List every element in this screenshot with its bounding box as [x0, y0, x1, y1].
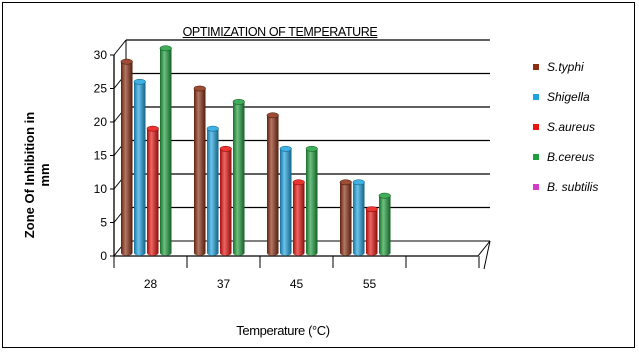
x-axis-label: Temperature (°C) — [236, 323, 330, 338]
bar-shigella — [207, 128, 219, 256]
x-tick-label: 28 — [144, 277, 158, 291]
chart-title: OPTIMIZATION OF TEMPERATURE — [182, 25, 378, 39]
bar-top — [292, 179, 305, 186]
bar-top — [305, 145, 318, 152]
chart-frame: 0 5 10 15 20 25 30 28 37 45 55 OPTIMIZATION OF TEM… — [2, 2, 635, 348]
bar-top — [266, 112, 279, 119]
bar-b-cereus — [233, 101, 245, 256]
bar-s-aureus — [293, 182, 305, 256]
bar-top — [120, 58, 133, 65]
bar-top — [159, 45, 172, 52]
bar-s-aureus — [147, 128, 159, 256]
y-tick-label: 25 — [94, 82, 108, 96]
y-tick-label: 20 — [94, 115, 108, 129]
bar-top — [378, 192, 391, 199]
x-tick-label: 37 — [217, 277, 231, 291]
bar-b-cereus — [160, 48, 172, 256]
bar-top — [206, 125, 219, 132]
bar-top — [365, 206, 378, 212]
side-wall-line — [113, 39, 127, 56]
legend-swatch — [533, 124, 539, 130]
bar-shigella — [280, 148, 292, 256]
bar-top — [339, 179, 352, 186]
x-tick-label: 45 — [290, 277, 304, 291]
y-tick-label: 0 — [100, 249, 107, 263]
bar-top — [146, 125, 159, 132]
bar-s-aureus — [220, 148, 232, 256]
legend-label: S.typhi — [547, 60, 584, 74]
y-tick-label: 10 — [94, 182, 108, 196]
floor-corner-tick — [483, 240, 491, 270]
y-tick-label: 30 — [94, 48, 108, 62]
bar-top — [352, 179, 365, 186]
x-tick-label: 55 — [363, 277, 377, 291]
bar-s-aureus — [366, 209, 378, 256]
chart-plot: 0 5 10 15 20 25 30 28 37 45 55 — [94, 39, 491, 291]
bar-s-typhi — [194, 88, 206, 256]
legend-swatch — [533, 184, 539, 190]
legend-item: S.aureus — [533, 120, 595, 134]
legend-swatch — [533, 94, 539, 100]
legend-label: Shigella — [547, 90, 590, 104]
y-tick-label: 5 — [100, 216, 107, 230]
floor-right-edge — [477, 240, 491, 257]
legend-label: B. subtilis — [547, 180, 599, 194]
bar-top — [232, 99, 245, 105]
legend-swatch — [533, 154, 539, 160]
bar-shigella — [353, 182, 365, 256]
legend-item: S.typhi — [533, 60, 584, 74]
bar-s-typhi — [340, 182, 352, 256]
bar-top — [133, 78, 146, 85]
legend-item: B. subtilis — [533, 180, 598, 194]
bar-b-cereus — [379, 195, 391, 256]
y-axis-label: Zone Of Inhibition in mm — [22, 111, 52, 239]
bar-top — [219, 145, 232, 152]
y-tick-label: 15 — [94, 149, 108, 163]
bar-b-cereus — [306, 148, 318, 256]
legend-swatch — [533, 64, 539, 70]
legend-label: S.aureus — [547, 120, 596, 134]
bar-s-typhi — [267, 115, 279, 256]
legend-item: B.cereus — [533, 150, 594, 164]
bar-shigella — [134, 81, 146, 256]
bar-s-typhi — [121, 61, 133, 256]
bar-top — [279, 145, 292, 152]
legend-label: B.cereus — [547, 150, 595, 164]
bar-top — [193, 85, 206, 92]
legend-item: Shigella — [533, 90, 590, 104]
